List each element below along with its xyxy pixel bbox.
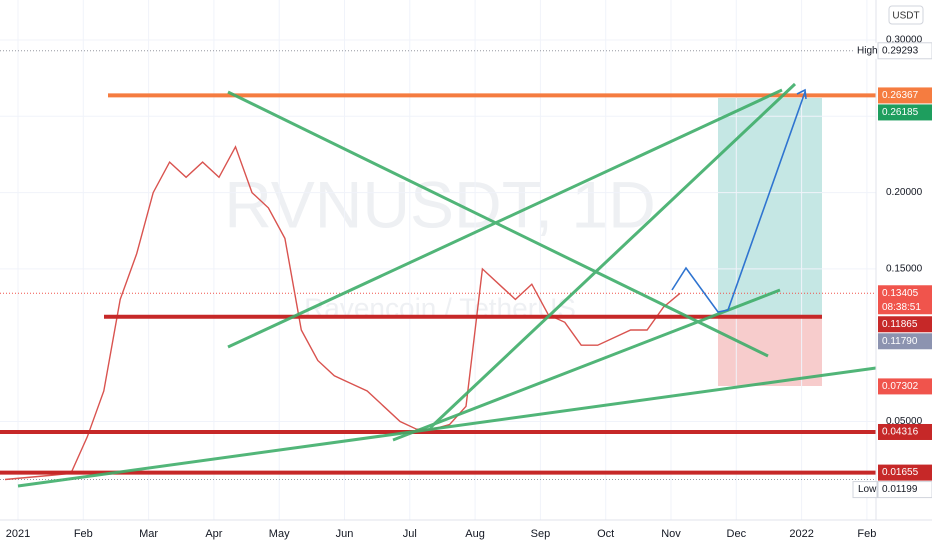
x-tick-label: Oct xyxy=(597,528,614,540)
x-tick-label: Jul xyxy=(403,528,417,540)
price-label-box xyxy=(878,464,932,481)
price-label-box xyxy=(878,378,932,395)
x-tick-label: Aug xyxy=(465,528,485,540)
profit-zone xyxy=(718,98,822,316)
trend-line xyxy=(428,82,797,430)
high-title-box xyxy=(853,42,877,59)
price-label-box xyxy=(878,285,932,302)
price-label: 0.11865 xyxy=(882,319,918,330)
projection-arrow xyxy=(796,88,807,100)
price-label: 0.13405 xyxy=(882,288,919,299)
x-tick-label: Jun xyxy=(336,528,354,540)
x-tick-label: Dec xyxy=(727,528,747,540)
y-tick-label: 0.15000 xyxy=(886,264,923,275)
currency-box[interactable] xyxy=(888,5,924,25)
price-label: 0.26185 xyxy=(882,107,919,118)
loss-zone xyxy=(718,316,822,386)
price-label-box xyxy=(878,104,932,121)
high-value: 0.29293 xyxy=(882,45,919,56)
x-tick-label: Feb xyxy=(857,528,876,540)
projection-path xyxy=(671,91,806,313)
low-title: Low xyxy=(858,484,877,495)
price-label-box xyxy=(878,333,932,350)
x-tick-label: Mar xyxy=(139,528,158,540)
low-title-box xyxy=(852,481,878,499)
x-tick-label: 2021 xyxy=(6,528,30,540)
price-label: 0.04316 xyxy=(882,427,919,438)
y-tick-label: 0.05000 xyxy=(886,416,923,427)
trend-line xyxy=(227,88,783,349)
trend-line xyxy=(17,366,877,488)
x-tick-label: Apr xyxy=(205,528,222,540)
trend-line xyxy=(227,90,769,358)
watermark: RVNUSDT, 1D xyxy=(224,167,656,241)
currency: USDT xyxy=(892,11,919,22)
price-label: 0.11790 xyxy=(882,336,918,347)
low-box xyxy=(877,481,932,499)
price-label: 0.01655 xyxy=(882,467,919,478)
price-label-box xyxy=(878,87,932,104)
countdown-box xyxy=(878,300,932,315)
price-label: 0.26367 xyxy=(882,90,919,101)
y-tick-label: 0.30000 xyxy=(886,35,923,46)
high-title: High xyxy=(857,45,878,56)
trend-line xyxy=(392,288,781,442)
x-tick-label: Sep xyxy=(531,528,551,540)
high-box xyxy=(877,42,932,60)
countdown: 08:38:51 xyxy=(882,302,921,313)
trend-lines xyxy=(17,82,877,488)
price-label-box xyxy=(878,423,932,440)
x-tick-label: May xyxy=(269,528,290,540)
x-tick-label: 2022 xyxy=(789,528,813,540)
price-label-box xyxy=(878,316,932,333)
low-value: 0.01199 xyxy=(882,484,918,495)
y-tick-label: 0.20000 xyxy=(886,187,923,198)
x-tick-label: Feb xyxy=(74,528,93,540)
price-label: 0.07302 xyxy=(882,381,919,392)
x-tick-label: Nov xyxy=(661,528,681,540)
price-line xyxy=(4,145,681,481)
